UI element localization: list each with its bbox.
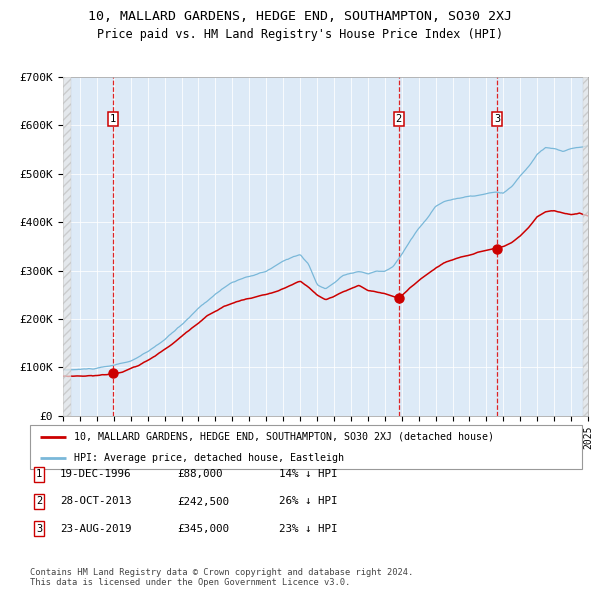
Text: Price paid vs. HM Land Registry's House Price Index (HPI): Price paid vs. HM Land Registry's House … xyxy=(97,28,503,41)
Text: 10, MALLARD GARDENS, HEDGE END, SOUTHAMPTON, SO30 2XJ: 10, MALLARD GARDENS, HEDGE END, SOUTHAMP… xyxy=(88,10,512,23)
Text: 1: 1 xyxy=(36,470,42,479)
Text: £242,500: £242,500 xyxy=(177,497,229,506)
Text: 10, MALLARD GARDENS, HEDGE END, SOUTHAMPTON, SO30 2XJ (detached house): 10, MALLARD GARDENS, HEDGE END, SOUTHAMP… xyxy=(74,432,494,442)
Text: 23-AUG-2019: 23-AUG-2019 xyxy=(60,524,131,533)
Text: £345,000: £345,000 xyxy=(177,524,229,533)
Text: HPI: Average price, detached house, Eastleigh: HPI: Average price, detached house, East… xyxy=(74,453,344,463)
FancyBboxPatch shape xyxy=(30,425,582,469)
Text: 3: 3 xyxy=(494,114,500,124)
Text: Contains HM Land Registry data © Crown copyright and database right 2024.
This d: Contains HM Land Registry data © Crown c… xyxy=(30,568,413,587)
Text: 26% ↓ HPI: 26% ↓ HPI xyxy=(279,497,337,506)
Bar xyxy=(63,77,71,416)
Text: 3: 3 xyxy=(36,524,42,533)
Bar xyxy=(583,77,592,416)
Text: 28-OCT-2013: 28-OCT-2013 xyxy=(60,497,131,506)
Text: 14% ↓ HPI: 14% ↓ HPI xyxy=(279,470,337,479)
Text: 23% ↓ HPI: 23% ↓ HPI xyxy=(279,524,337,533)
Text: 1: 1 xyxy=(110,114,116,124)
Text: £88,000: £88,000 xyxy=(177,470,223,479)
Text: 19-DEC-1996: 19-DEC-1996 xyxy=(60,470,131,479)
Text: 2: 2 xyxy=(396,114,402,124)
Text: 2: 2 xyxy=(36,497,42,506)
